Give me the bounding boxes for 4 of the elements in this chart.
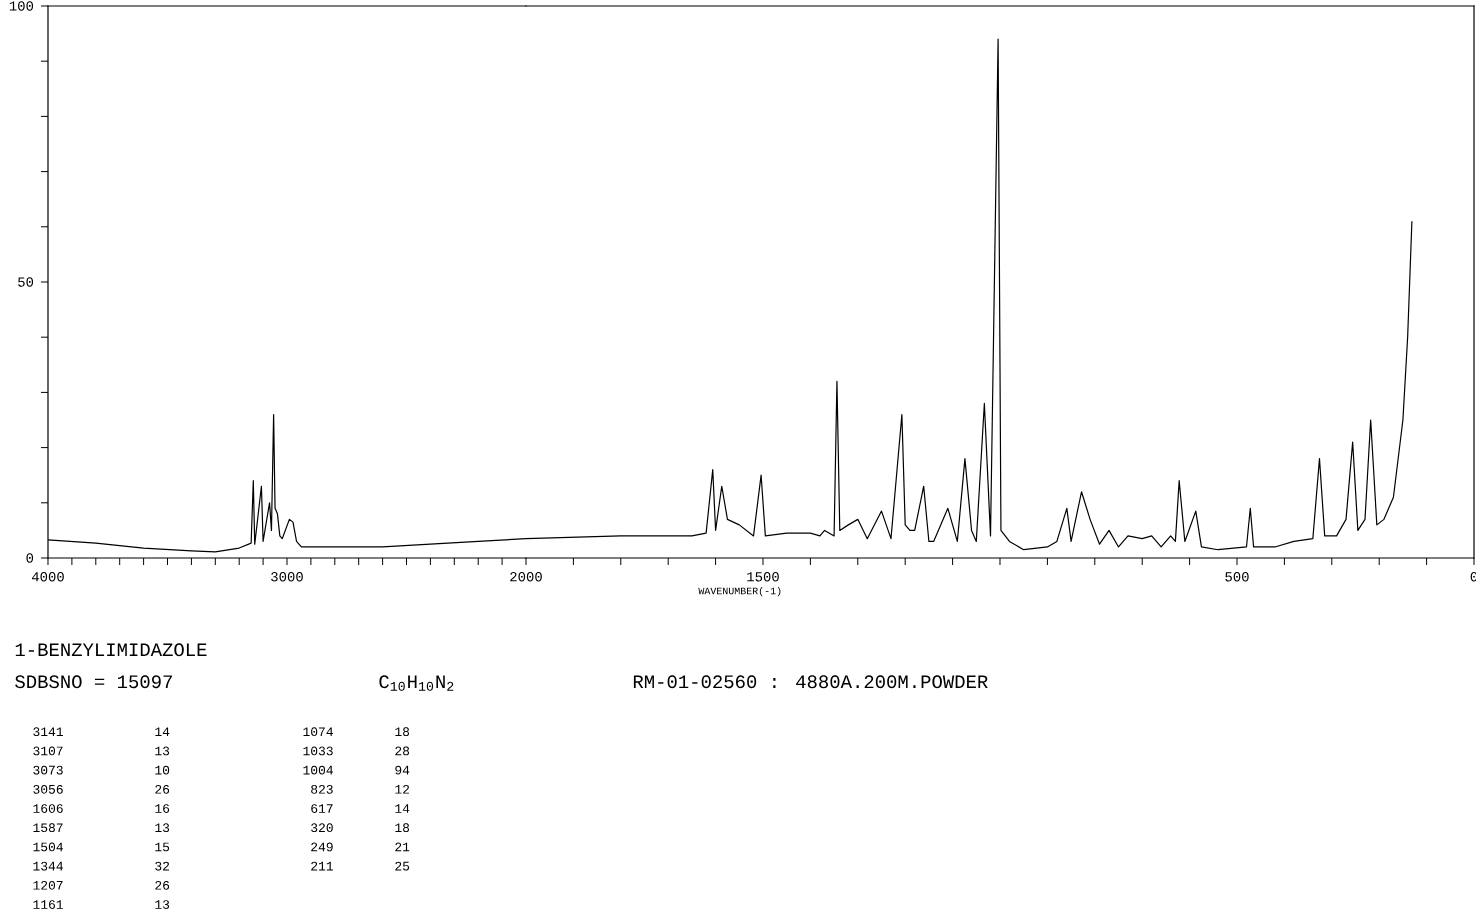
text: 1-BENZYLIMIDAZOLE [15, 643, 207, 657]
text: C$_{10}$H$_{10}$N$_{2}$ [379, 675, 454, 691]
text: SDBSNO = 15097 [15, 675, 172, 689]
text: RM-01-02560 : 4880A.200M.POWDER [633, 675, 988, 689]
